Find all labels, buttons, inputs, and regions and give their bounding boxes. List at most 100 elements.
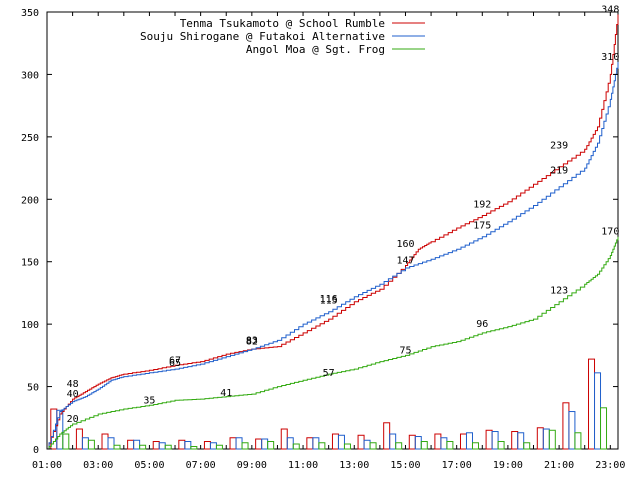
point-label: 48	[67, 379, 79, 390]
y-tick-label: 0	[33, 445, 39, 456]
hourly-bar	[139, 444, 147, 450]
point-label: 219	[550, 166, 568, 177]
x-tick-label: 11:00	[288, 460, 318, 471]
y-tick-label: 350	[21, 8, 39, 19]
hourly-bar	[600, 407, 608, 450]
hourly-bar	[517, 432, 525, 450]
hourly-bar	[536, 427, 544, 450]
point-label: 57	[323, 368, 335, 379]
hourly-bar	[178, 439, 186, 450]
x-tick-label: 09:00	[237, 460, 267, 471]
hourly-bar	[511, 431, 519, 450]
hourly-bar	[75, 428, 83, 450]
hourly-bar	[369, 442, 377, 450]
y-tick-label: 300	[21, 70, 39, 81]
legend-label: Tenma Tsukamoto @ School Rumble	[180, 17, 385, 30]
hourly-bar	[152, 441, 160, 450]
hourly-bar	[184, 441, 192, 450]
hourly-bar	[215, 444, 223, 450]
hourly-bar	[56, 409, 64, 450]
point-label: 115	[320, 295, 338, 306]
hourly-bar	[203, 441, 211, 450]
hourly-bar	[312, 437, 320, 450]
hourly-bar	[261, 438, 269, 450]
hourly-bars	[50, 358, 608, 450]
hourly-bar	[594, 372, 602, 450]
hourly-bar	[337, 434, 345, 450]
point-label: 96	[476, 319, 488, 330]
hourly-bar	[209, 442, 217, 450]
hourly-bar	[235, 437, 243, 450]
series-line	[47, 14, 619, 450]
x-tick-label: 21:00	[544, 460, 574, 471]
hourly-bar	[81, 437, 89, 450]
point-label: 20	[67, 414, 79, 425]
plot-frame	[46, 11, 619, 450]
point-label: 40	[67, 389, 79, 400]
point-label: 310	[601, 52, 619, 63]
hourly-bar	[133, 439, 141, 450]
hourly-bar	[255, 438, 263, 450]
hourly-bar	[414, 436, 422, 450]
hourly-bar	[465, 432, 473, 450]
hourly-bar	[542, 428, 550, 450]
hourly-bar	[440, 437, 448, 450]
point-label: 175	[473, 221, 491, 232]
hourly-bar	[562, 402, 570, 450]
cumulative-lines	[47, 14, 619, 450]
hourly-bar	[408, 434, 416, 450]
x-tick-label: 01:00	[32, 460, 62, 471]
series-line	[47, 61, 619, 450]
hourly-bar	[113, 444, 121, 450]
hourly-bar	[523, 442, 531, 450]
hourly-bar	[588, 358, 596, 450]
hourly-bar	[434, 433, 442, 450]
hourly-bar	[389, 433, 397, 450]
hourly-bar	[383, 422, 391, 450]
hourly-bar	[363, 439, 371, 450]
hourly-bar	[158, 442, 166, 450]
point-label: 123	[550, 285, 568, 296]
hourly-bar	[241, 442, 249, 450]
hourly-bar	[471, 442, 479, 450]
hourly-bar	[485, 429, 493, 450]
hourly-bar	[420, 441, 428, 450]
hourly-bar	[574, 432, 582, 450]
hourly-bar	[164, 444, 172, 450]
legend-label: Angol Moa @ Sgt. Frog	[246, 43, 385, 56]
hourly-bar	[292, 443, 300, 450]
y-tick-label: 100	[21, 320, 39, 331]
point-label: 41	[220, 388, 232, 399]
hourly-bar	[87, 439, 95, 450]
y-tick-label: 250	[21, 133, 39, 144]
point-labels: 48 67 83 116 160 192 239 348 40 65 82 115 147 175 219 3…	[67, 4, 620, 425]
hourly-bar	[318, 442, 326, 450]
legend-label: Souju Shirogane @ Futakoi Alternative	[140, 30, 385, 43]
point-label: 67	[169, 355, 181, 366]
point-label: 35	[143, 395, 155, 406]
hourly-bar	[459, 433, 467, 450]
point-label: 192	[473, 199, 491, 210]
y-tick-label: 200	[21, 195, 39, 206]
x-tick-label: 05:00	[134, 460, 164, 471]
point-label: 147	[396, 255, 414, 266]
hourly-bar	[62, 433, 70, 450]
hourly-bar	[127, 439, 135, 450]
hourly-bar	[107, 437, 115, 450]
point-label: 75	[399, 345, 411, 356]
hourly-bar	[190, 446, 198, 450]
hourly-bar	[357, 434, 365, 450]
point-label: 116	[320, 294, 338, 305]
x-tick-label: 23:00	[595, 460, 625, 471]
hourly-bar	[280, 428, 288, 450]
point-label: 239	[550, 141, 568, 152]
hourly-bar	[101, 433, 109, 450]
series-line	[47, 236, 619, 450]
hourly-bar	[331, 433, 339, 450]
x-tick-label: 17:00	[442, 460, 472, 471]
hourly-bar	[343, 443, 351, 450]
y-tick-label: 150	[21, 258, 39, 269]
point-label: 160	[396, 239, 414, 250]
